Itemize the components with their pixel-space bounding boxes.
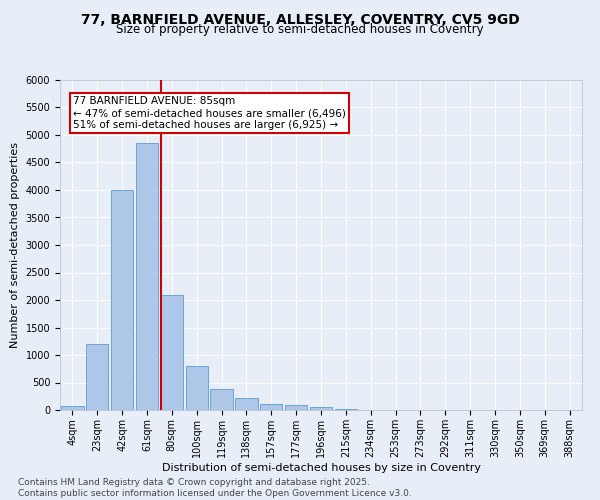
Bar: [61, 406, 83, 410]
Bar: [136, 143, 158, 410]
Text: Contains HM Land Registry data © Crown copyright and database right 2025.
Contai: Contains HM Land Registry data © Crown c…: [18, 478, 412, 498]
Bar: [310, 407, 332, 410]
Text: Size of property relative to semi-detached houses in Coventry: Size of property relative to semi-detach…: [116, 22, 484, 36]
Y-axis label: Number of semi-detached properties: Number of semi-detached properties: [10, 142, 20, 348]
Bar: [86, 344, 109, 410]
Bar: [211, 389, 233, 410]
Text: 77 BARNFIELD AVENUE: 85sqm
← 47% of semi-detached houses are smaller (6,496)
51%: 77 BARNFIELD AVENUE: 85sqm ← 47% of semi…: [73, 96, 346, 130]
X-axis label: Distribution of semi-detached houses by size in Coventry: Distribution of semi-detached houses by …: [161, 462, 481, 472]
Bar: [185, 366, 208, 410]
Text: 77, BARNFIELD AVENUE, ALLESLEY, COVENTRY, CV5 9GD: 77, BARNFIELD AVENUE, ALLESLEY, COVENTRY…: [80, 12, 520, 26]
Bar: [111, 190, 133, 410]
Bar: [260, 404, 283, 410]
Bar: [161, 294, 183, 410]
Bar: [335, 409, 357, 410]
Bar: [285, 404, 307, 410]
Bar: [235, 398, 257, 410]
